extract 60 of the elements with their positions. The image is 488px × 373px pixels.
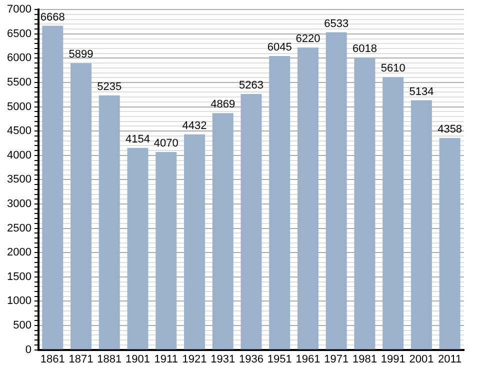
- bar: [240, 94, 262, 350]
- y-tick-label: 500: [13, 320, 32, 332]
- data-label: 5610: [380, 62, 406, 75]
- x-tick-label: 2001: [409, 353, 434, 366]
- bar: [70, 63, 92, 350]
- y-tick-label: 4000: [6, 149, 32, 162]
- y-tick-label: 5500: [6, 76, 32, 89]
- data-label: 4154: [126, 133, 150, 146]
- bar: [127, 148, 148, 350]
- data-label: 6220: [296, 33, 320, 46]
- bar: [354, 57, 376, 350]
- bar: [326, 32, 347, 350]
- y-tick-label: 6000: [6, 52, 32, 64]
- bar: [269, 56, 290, 350]
- x-tick-label: 1991: [380, 353, 406, 366]
- y-tick-label: 5000: [6, 100, 32, 113]
- data-label: 4358: [438, 124, 462, 136]
- y-tick-label: 2000: [6, 246, 32, 259]
- y-tick-label: 6500: [6, 28, 32, 40]
- bar: [439, 138, 460, 350]
- data-label: 5134: [409, 86, 434, 98]
- x-tick-label: 1951: [267, 353, 292, 366]
- data-label: 5263: [238, 80, 264, 92]
- data-label: 6018: [352, 42, 377, 55]
- x-tick-label: 1971: [324, 353, 349, 366]
- bar: [382, 77, 404, 350]
- x-tick-label: 1936: [238, 353, 264, 366]
- data-label: 4869: [210, 98, 236, 111]
- bar: [212, 113, 234, 350]
- x-tick-label: 1901: [126, 353, 150, 366]
- data-label: 6668: [40, 11, 65, 24]
- data-label: 4432: [182, 120, 207, 132]
- x-tick-label: 1961: [296, 353, 320, 366]
- y-tick-label: 3000: [6, 198, 32, 210]
- x-tick-label: 1911: [154, 353, 178, 366]
- data-label: 6533: [324, 18, 349, 30]
- data-label: 5235: [97, 80, 122, 93]
- x-tick-label: 2011: [438, 353, 462, 366]
- x-tick-label: 1931: [210, 353, 236, 366]
- bar: [42, 26, 64, 350]
- data-label: 6045: [267, 42, 292, 54]
- x-tick-label: 1881: [97, 353, 122, 366]
- bar: [156, 152, 177, 350]
- bar: [184, 134, 205, 350]
- y-tick-label: 4500: [6, 125, 32, 138]
- y-tick-label: 0: [25, 344, 32, 356]
- x-tick-label: 1981: [352, 353, 377, 366]
- data-label: 5899: [68, 48, 94, 61]
- x-tick-label: 1921: [182, 353, 207, 366]
- y-tick-label: 1500: [6, 270, 32, 283]
- bar: [297, 48, 318, 350]
- data-label: 4070: [154, 138, 178, 150]
- y-tick-label: 1000: [6, 295, 32, 308]
- bar: [98, 95, 120, 350]
- y-tick-label: 7000: [6, 4, 32, 16]
- bar: [410, 100, 432, 350]
- x-tick-label: 1871: [68, 353, 94, 366]
- x-tick-label: 1861: [40, 353, 65, 366]
- y-tick-label: 2500: [6, 222, 32, 234]
- y-tick-label: 3500: [6, 174, 32, 186]
